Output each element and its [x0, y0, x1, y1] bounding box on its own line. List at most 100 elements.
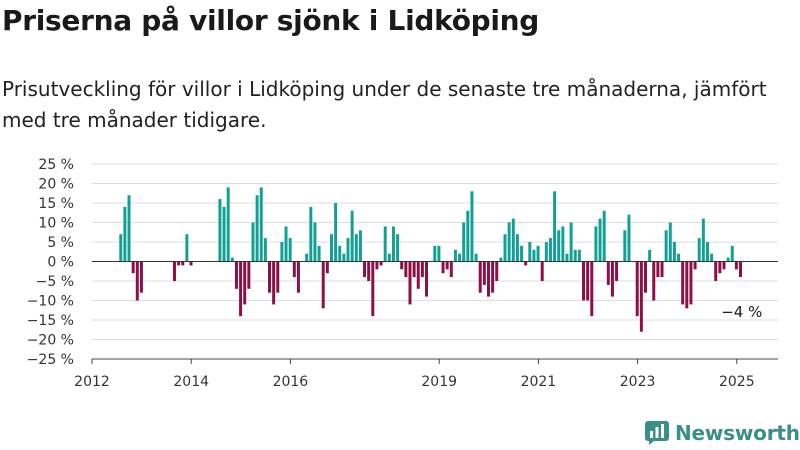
y-tick-label: −15 %: [27, 313, 74, 329]
bar: [561, 226, 565, 262]
bar: [553, 191, 557, 262]
y-tick-label: 0 %: [47, 255, 74, 271]
bar: [433, 245, 437, 262]
bar: [276, 261, 280, 293]
bar: [334, 203, 338, 262]
bar: [218, 199, 222, 262]
bar: [726, 257, 730, 262]
bar: [425, 261, 428, 297]
x-tick-label: 2012: [74, 374, 110, 390]
bar: [577, 249, 581, 262]
bar: [305, 253, 309, 262]
bar: [437, 245, 441, 262]
bar: [268, 261, 271, 293]
x-tick-label: 2023: [620, 374, 656, 390]
bar: [453, 249, 457, 262]
bar: [255, 195, 259, 262]
bar: [230, 257, 234, 262]
bar: [511, 218, 515, 262]
bar: [400, 261, 404, 270]
bar: [408, 261, 412, 305]
bar: [387, 253, 391, 262]
bar: [656, 261, 660, 278]
bar: [520, 245, 524, 262]
bar: [412, 261, 416, 278]
bar: [259, 187, 263, 262]
bar: [681, 261, 685, 305]
bar: [722, 261, 726, 270]
bar: [627, 214, 631, 262]
bar: [317, 245, 321, 262]
bar: [714, 261, 718, 281]
y-tick-label: −10 %: [27, 294, 74, 310]
bar: [548, 238, 552, 262]
bar: [739, 261, 743, 278]
chart-subtitle: Prisutveckling för villor i Lidköping un…: [2, 77, 767, 132]
bar: [544, 242, 548, 262]
bar: [644, 261, 647, 293]
bar: [623, 230, 627, 262]
bar: [383, 226, 387, 262]
bar: [127, 195, 131, 262]
y-tick-label: 25 %: [38, 157, 74, 173]
bar: [123, 206, 127, 262]
bar: [189, 261, 193, 266]
bar: [734, 261, 738, 270]
bar: [379, 261, 383, 266]
bar: [701, 218, 705, 262]
bar: [280, 242, 284, 262]
bar: [652, 261, 656, 301]
bar: [185, 234, 189, 262]
bar: [329, 234, 333, 262]
bar: [635, 261, 639, 317]
bar: [358, 230, 362, 262]
bar: [181, 261, 185, 266]
bar: [557, 230, 561, 262]
bar: [507, 222, 511, 262]
bar: [718, 261, 722, 274]
bar: [391, 226, 395, 262]
bar: [610, 261, 614, 297]
bar: [131, 261, 135, 274]
bar: [458, 253, 462, 262]
newsworthy-logo: Newsworthy: [645, 420, 800, 446]
y-tick-label: −20 %: [27, 333, 74, 349]
bar: [263, 238, 267, 262]
bar: [677, 253, 681, 262]
bar: [226, 187, 230, 262]
bar: [660, 261, 664, 278]
bar: [466, 210, 470, 262]
bar: [342, 253, 346, 262]
bar: [272, 261, 276, 305]
x-tick-label: 2021: [521, 374, 557, 390]
bar: [582, 261, 586, 301]
bar: [292, 261, 296, 278]
bar: [396, 234, 400, 262]
y-tick-label: 10 %: [38, 216, 74, 232]
x-tick-label: 2016: [273, 374, 309, 390]
bar: [243, 261, 247, 305]
bar: [594, 226, 598, 262]
y-tick-label: −5 %: [36, 274, 74, 290]
bar: [565, 253, 569, 262]
bar: [222, 206, 226, 262]
bar: [586, 261, 590, 301]
bar: [503, 234, 507, 262]
bar: [482, 261, 486, 285]
x-tick-label: 2025: [719, 374, 755, 390]
bar: [590, 261, 594, 317]
bar: [569, 222, 573, 262]
y-tick-label: −25 %: [27, 352, 74, 368]
bar: [668, 222, 672, 262]
bar: [598, 218, 602, 262]
bar: [602, 210, 606, 262]
bar: [664, 230, 668, 262]
x-tick-label: 2014: [173, 374, 209, 390]
bar: [416, 261, 420, 289]
bar: [540, 261, 544, 281]
bar: [462, 222, 466, 262]
bar: [528, 242, 532, 262]
bar: [685, 261, 689, 309]
bar: [710, 253, 714, 262]
bar: [251, 222, 255, 262]
